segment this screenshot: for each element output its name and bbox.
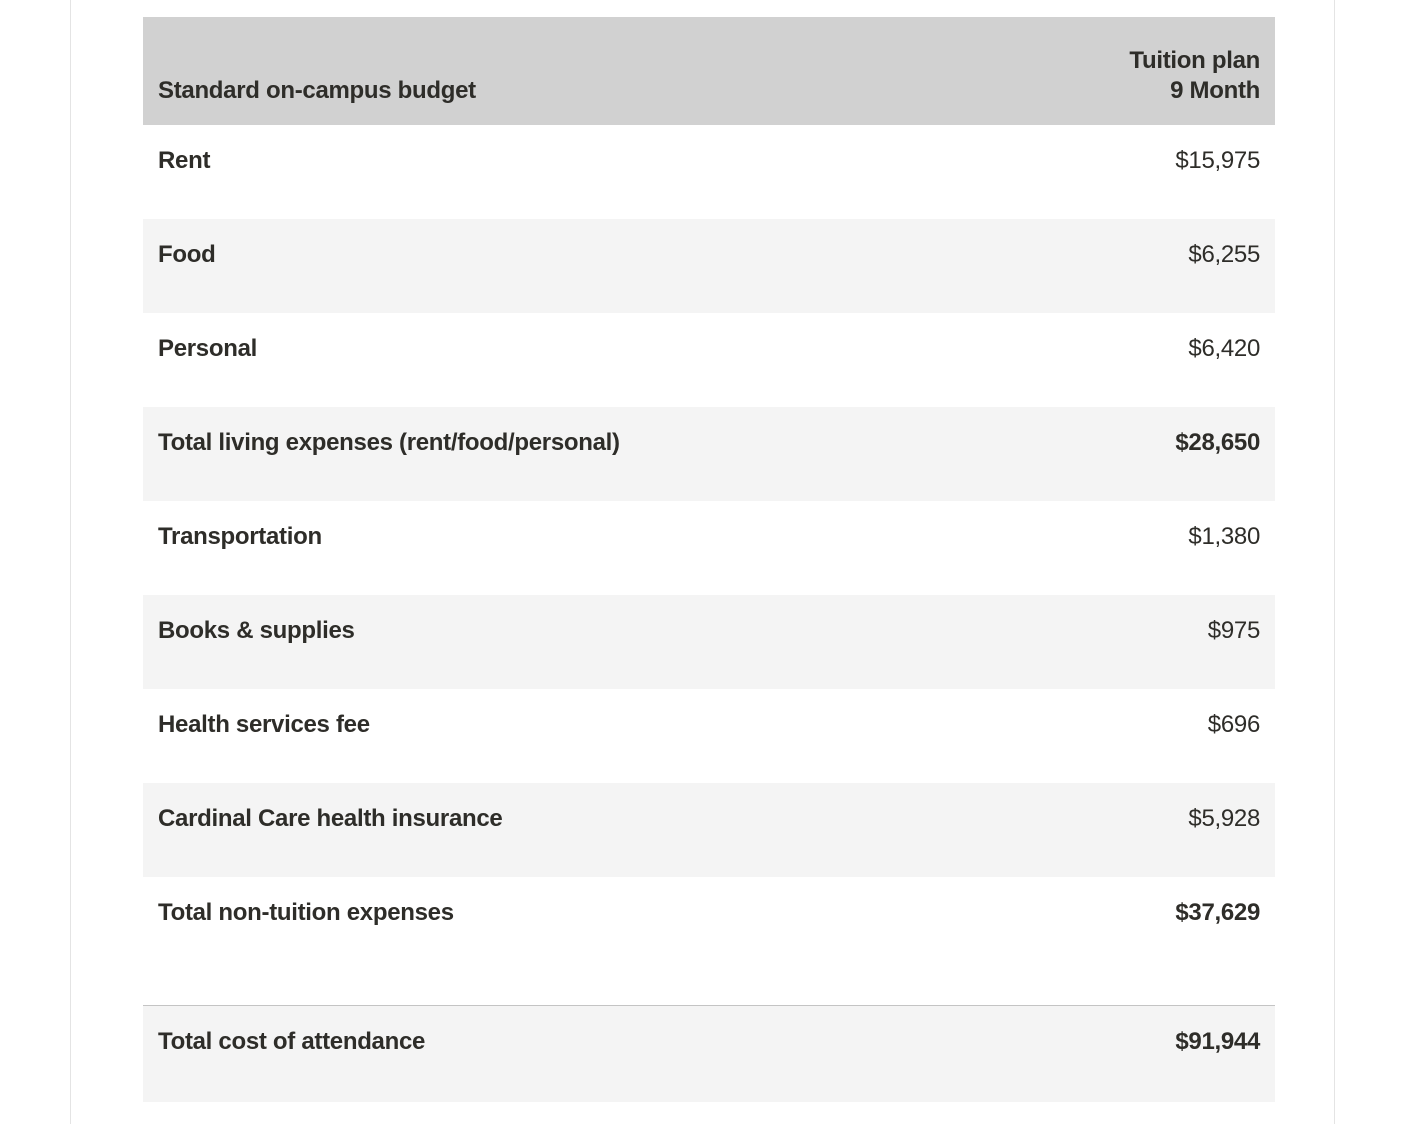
header-tuition-plan-line2: 9 Month — [1170, 77, 1260, 104]
row-label: Transportation — [158, 523, 322, 550]
table-row-total-living-expenses: Total living expenses (rent/food/persona… — [143, 407, 1275, 501]
row-value: $15,975 — [1175, 147, 1260, 174]
header-budget-title: Standard on-campus budget — [143, 17, 936, 125]
right-page-rule — [1334, 0, 1335, 1124]
table-row-transportation: Transportation $1,380 — [143, 501, 1275, 595]
row-label: Total living expenses (rent/food/persona… — [143, 407, 936, 501]
row-value: $6,420 — [1188, 335, 1260, 362]
budget-table-header: Standard on-campus budget Tuition plan 9… — [143, 17, 1275, 125]
budget-table-footer: Total cost of attendance $91,944 — [143, 1004, 1275, 1102]
header-tuition-plan-line1: Tuition plan — [1129, 47, 1260, 74]
header-row: Standard on-campus budget Tuition plan 9… — [143, 17, 1275, 125]
row-label: Total non-tuition expenses — [158, 899, 454, 926]
table-row-books-supplies: Books & supplies $975 — [143, 595, 1275, 689]
budget-table-body: Rent $15,975 Food $6,255 Personal $6,420… — [143, 125, 1275, 1005]
row-label: Cardinal Care health insurance — [143, 783, 936, 877]
row-label: Food — [143, 219, 936, 313]
row-label: Health services fee — [158, 711, 370, 738]
table-row-cardinal-care: Cardinal Care health insurance $5,928 — [143, 783, 1275, 877]
table-row-personal: Personal $6,420 — [143, 313, 1275, 407]
row-value: $1,380 — [1188, 523, 1260, 550]
row-label: Personal — [158, 335, 257, 362]
table-row-rent: Rent $15,975 — [143, 125, 1275, 219]
table-row-food: Food $6,255 — [143, 219, 1275, 313]
row-value: $975 — [935, 595, 1275, 689]
header-tuition-plan: Tuition plan 9 Month — [935, 17, 1275, 125]
budget-table: Standard on-campus budget Tuition plan 9… — [143, 17, 1275, 1102]
row-label: Books & supplies — [143, 595, 936, 689]
table-row-health-services-fee: Health services fee $696 — [143, 689, 1275, 783]
table-row-total-cost: Total cost of attendance $91,944 — [143, 1004, 1275, 1102]
row-value: $37,629 — [1175, 899, 1260, 926]
row-value: $696 — [1207, 711, 1261, 738]
row-label: Total cost of attendance — [143, 1004, 936, 1102]
left-page-rule — [70, 0, 71, 1124]
row-value: $91,944 — [935, 1004, 1275, 1102]
row-value: $6,255 — [935, 219, 1275, 313]
row-label: Rent — [158, 147, 211, 174]
row-value: $5,928 — [935, 783, 1275, 877]
row-value: $28,650 — [935, 407, 1275, 501]
table-row-total-non-tuition: Total non-tuition expenses $37,629 — [143, 877, 1275, 1005]
